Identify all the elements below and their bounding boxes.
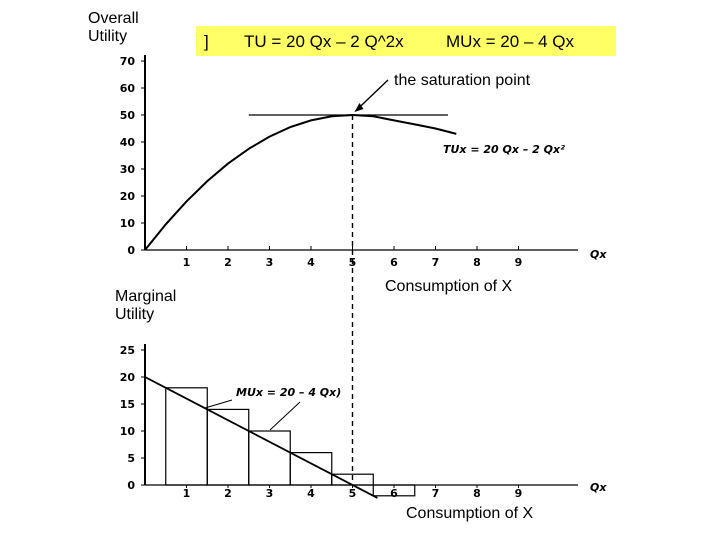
bottom-y-tick-label: 25 xyxy=(120,344,135,357)
top-x-tick-label: 9 xyxy=(515,256,523,269)
top-x-tick-label: 3 xyxy=(266,256,274,269)
top-x-axis-symbol: Qx xyxy=(590,248,607,261)
marginal-utility-chart: 0 5 10 15 20 25 1 2 3 4 5 6 7 8 9 Qx MUx = 20 – 4 Qx) xyxy=(120,344,607,500)
bottom-x-tick-label: 3 xyxy=(266,487,274,500)
overall-label-line1: Overall xyxy=(88,10,139,27)
mu-label-pointer-left xyxy=(204,399,233,409)
bottom-x-tick-label: 1 xyxy=(183,487,191,500)
mu-label-pointer-right xyxy=(269,401,301,431)
top-x-tick-label: 1 xyxy=(183,256,191,269)
saturation-arrow-head xyxy=(354,103,364,112)
overall-label-line2: Utility xyxy=(88,28,128,45)
marginal-utility-bar xyxy=(248,430,291,486)
marginal-utility-bar xyxy=(372,484,416,497)
top-y-tick-label: 10 xyxy=(120,217,136,230)
banner-bracket: ] xyxy=(204,32,209,51)
bottom-x-tick-label: 6 xyxy=(390,487,398,500)
mu-curve-label: MUx = 20 – 4 Qx) xyxy=(236,386,341,399)
top-y-tick-label: 40 xyxy=(120,136,136,149)
chart-annotations xyxy=(351,79,389,485)
top-y-tick-label: 20 xyxy=(120,190,136,203)
top-x-tick-label: 6 xyxy=(390,256,398,269)
bottom-x-tick-label: 2 xyxy=(224,487,232,500)
formula-banner: ] TU = 20 Qx – 2 Q^2x MUx = 20 – 4 Qx xyxy=(196,26,616,56)
marginal-label-line1: Marginal xyxy=(115,288,177,305)
bottom-x-tick-label: 9 xyxy=(515,487,523,500)
bottom-y-tick-label: 20 xyxy=(120,371,136,384)
top-y-tick-label: 50 xyxy=(120,109,136,122)
consumption-label-top: Consumption of X xyxy=(385,278,513,295)
top-y-tick-label: 70 xyxy=(120,55,136,68)
marginal-utility-bar xyxy=(165,387,208,486)
tu-formula: TU = 20 Qx – 2 Q^2x xyxy=(244,32,404,51)
bottom-x-tick-label: 8 xyxy=(473,487,481,500)
bottom-y-tick-label: 0 xyxy=(127,479,135,492)
marginal-utility-bar xyxy=(289,452,333,486)
top-y-tick-label: 30 xyxy=(120,163,136,176)
bottom-x-axis-symbol: Qx xyxy=(590,481,607,494)
marginal-utility-label: Marginal Utility xyxy=(115,288,176,324)
bottom-y-tick-label: 10 xyxy=(120,425,136,438)
tu-curve-label: TUx = 20 Qx – 2 Qx² xyxy=(443,143,565,156)
marginal-utility-line xyxy=(144,376,378,499)
top-x-tick-label: 4 xyxy=(307,256,315,269)
bottom-y-tick-label: 15 xyxy=(120,398,135,411)
consumption-label-bottom: Consumption of X xyxy=(406,505,534,522)
marginal-label-line2: Utility xyxy=(115,306,155,323)
top-x-tick-label: 7 xyxy=(432,256,440,269)
overall-utility-label: Overall Utility xyxy=(88,10,139,46)
mu-formula: MUx = 20 – 4 Qx xyxy=(446,32,575,51)
saturation-point-label: the saturation point xyxy=(394,72,531,89)
bottom-x-tick-label: 5 xyxy=(349,487,357,500)
top-x-tick-label: 2 xyxy=(224,256,232,269)
total-utility-chart: 010203040506070123456789QxTUx = 20 Qx – … xyxy=(120,55,607,269)
top-x-tick-label: 8 xyxy=(473,256,481,269)
top-y-tick-label: 60 xyxy=(120,82,136,95)
bottom-x-tick-label: 4 xyxy=(307,487,315,500)
bottom-x-tick-label: 7 xyxy=(432,487,440,500)
top-y-tick-label: 0 xyxy=(127,244,135,257)
bottom-y-tick-label: 5 xyxy=(127,452,135,465)
total-utility-curve xyxy=(144,113,457,251)
